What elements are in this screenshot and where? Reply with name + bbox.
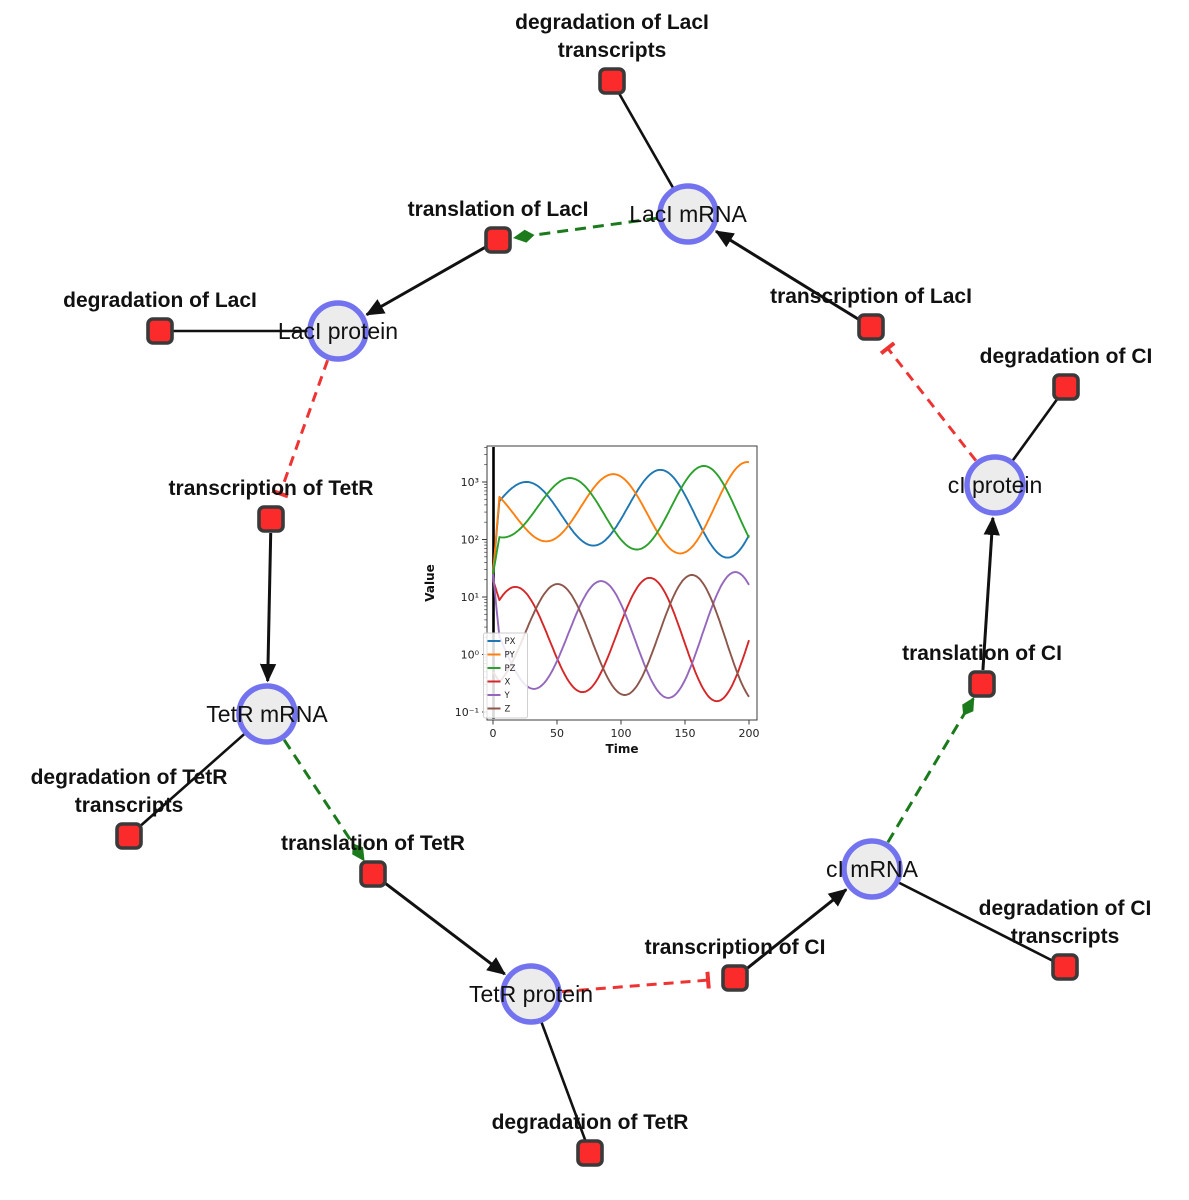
- reaction-node-deg-ci-transcripts[interactable]: [1051, 953, 1079, 981]
- edge-production-transcription-ci-ci-mrna: [745, 888, 848, 971]
- species-node-laci-protein[interactable]: [307, 300, 369, 362]
- edge-consumption-tetr-mrna-deg-tetr-transcripts: [137, 732, 247, 829]
- edge-production-translation-tetr-tetr-protein: [383, 881, 506, 976]
- edge-production-transcription-tetr-tetr-mrna: [259, 532, 277, 683]
- reaction-node-transcription-ci[interactable]: [721, 964, 749, 992]
- legend-label-PX: PX: [505, 637, 516, 647]
- edge-modifier-laci-mrna-translation-laci: [513, 216, 658, 243]
- reaction-node-deg-laci-transcripts[interactable]: [598, 67, 626, 95]
- legend-label-PZ: PZ: [505, 664, 516, 674]
- x-tick-label: 150: [675, 727, 696, 740]
- series-PZ: [492, 465, 750, 575]
- y-tick-label: 10⁻¹: [455, 706, 479, 719]
- legend-label-Z: Z: [505, 705, 511, 715]
- edge-inhibition-laci-protein-transcription-tetr: [271, 359, 330, 499]
- edge-consumption-ci-protein-deg-ci: [1010, 396, 1060, 463]
- chart-frame: [486, 445, 758, 721]
- y-axis-label: Value: [423, 564, 437, 602]
- edge-production-transcription-laci-laci-mrna: [714, 230, 860, 321]
- edge-consumption-tetr-protein-deg-tetr: [539, 1020, 587, 1142]
- legend-label-PY: PY: [505, 651, 516, 661]
- reaction-node-transcription-tetr[interactable]: [257, 505, 285, 533]
- species-node-ci-mrna[interactable]: [841, 838, 903, 900]
- legend-label-Y: Y: [504, 691, 511, 701]
- reaction-node-translation-ci[interactable]: [968, 670, 996, 698]
- legend: PX PY PZ XYZ: [483, 632, 528, 719]
- species-node-tetr-mrna[interactable]: [236, 683, 298, 745]
- chart-series-group: [492, 447, 750, 719]
- reaction-node-translation-tetr[interactable]: [359, 860, 387, 888]
- edge-production-translation-ci-ci-protein: [981, 516, 1000, 671]
- edge-inhibition-tetr-protein-transcription-ci: [561, 971, 711, 994]
- species-node-tetr-protein[interactable]: [500, 963, 562, 1025]
- series-PY: [492, 461, 750, 575]
- y-tick-label: 10²: [461, 534, 479, 547]
- reaction-node-deg-laci[interactable]: [146, 317, 174, 345]
- y-tick-label: 10⁰: [461, 649, 480, 662]
- reaction-node-transcription-laci[interactable]: [857, 313, 885, 341]
- edge-modifier-ci-mrna-translation-ci: [886, 697, 975, 844]
- edge-consumption-ci-mrna-deg-ci-transcripts: [897, 880, 1054, 963]
- reaction-node-deg-ci[interactable]: [1052, 373, 1080, 401]
- y-tick-label: 10¹: [461, 591, 479, 604]
- edge-consumption-laci-mrna-deg-laci-transcripts: [617, 91, 675, 190]
- x-tick-label: 50: [550, 727, 564, 740]
- x-tick-label: 100: [611, 727, 632, 740]
- edge-inhibition-ci-protein-transcription-laci: [879, 341, 978, 462]
- reaction-node-deg-tetr[interactable]: [576, 1139, 604, 1167]
- species-node-ci-protein[interactable]: [964, 454, 1026, 516]
- series-Y: [492, 571, 750, 699]
- legend-label-X: X: [505, 678, 511, 688]
- species-node-laci-mrna[interactable]: [657, 183, 719, 245]
- series-Z: [492, 574, 750, 698]
- edge-modifier-tetr-mrna-translation-tetr: [282, 739, 365, 862]
- x-axis-label: Time: [606, 742, 639, 756]
- reaction-node-deg-tetr-transcripts[interactable]: [115, 822, 143, 850]
- edge-production-translation-laci-laci-protein: [365, 245, 487, 316]
- y-tick-label: 10³: [461, 476, 479, 489]
- series-PX: [492, 468, 750, 575]
- x-tick-label: 200: [739, 727, 760, 740]
- reaction-node-translation-laci[interactable]: [484, 226, 512, 254]
- x-tick-label: 0: [490, 727, 497, 740]
